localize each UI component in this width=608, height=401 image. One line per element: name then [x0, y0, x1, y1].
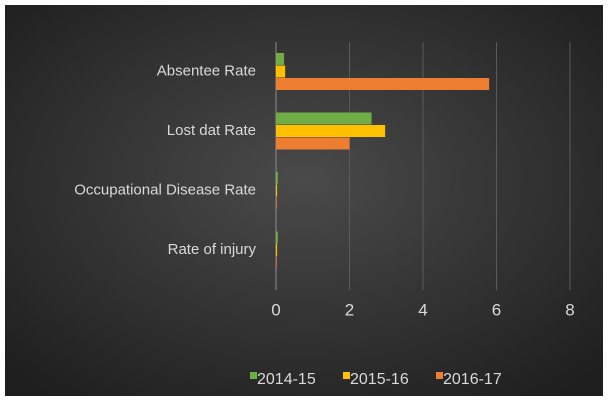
legend-label: 2016-17: [443, 371, 502, 388]
bar: [276, 78, 490, 90]
y-tick-label: Absentee Rate: [157, 63, 256, 80]
bar: [276, 112, 372, 125]
bar: [276, 244, 278, 256]
bar: [276, 172, 278, 184]
x-tick-label: 0: [271, 300, 280, 319]
legend-swatch: [436, 372, 443, 379]
bar: [276, 256, 277, 269]
bar: [276, 197, 277, 209]
bar: [276, 53, 285, 65]
y-tick-label: Rate of injury: [168, 241, 257, 258]
legend-swatch: [250, 372, 257, 379]
bar: [276, 65, 286, 78]
y-tick-label: Lost dat Rate: [167, 122, 256, 139]
bar: [276, 137, 350, 150]
x-tick-label: 8: [565, 300, 574, 319]
chart-background: [5, 5, 603, 396]
bar: [276, 125, 386, 137]
y-tick-label: Occupational Disease Rate: [74, 182, 256, 199]
legend-label: 2015-16: [350, 371, 409, 388]
x-tick-label: 6: [492, 300, 501, 319]
x-tick-label: 2: [345, 300, 354, 319]
legend-swatch: [343, 372, 350, 379]
legend-label: 2014-15: [257, 371, 316, 388]
bar: [276, 231, 278, 244]
x-tick-label: 4: [418, 300, 427, 319]
bar: [276, 184, 278, 197]
